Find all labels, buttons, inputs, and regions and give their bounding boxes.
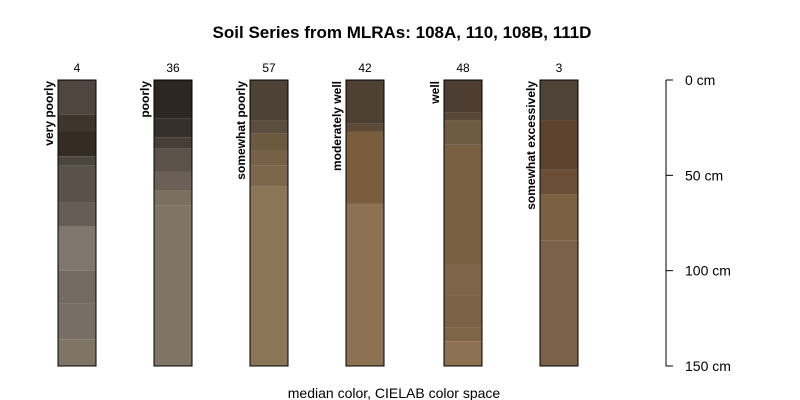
profile-count: 36 [166,61,180,75]
diagram-caption: median color, CIELAB color space [288,385,501,400]
profile-outline [539,79,579,367]
horizon-band [444,341,482,366]
horizon-band [444,80,482,113]
axis-tick-label: 150 cm [685,358,731,374]
soil-profiles: 4 very poorly 36 poorly 57 somewhat poorly 42 m… [42,61,579,367]
horizon-band [154,205,192,366]
soil-profile: 36 poorly [138,61,193,367]
horizon-band [154,148,192,172]
horizon-band [58,80,96,115]
soil-profile: 42 moderately well [330,61,385,367]
axis-tick-label: 0 cm [685,72,715,88]
horizon-band [346,123,384,132]
profile-outline [57,79,97,367]
soil-profile: 4 very poorly [42,61,97,367]
horizon-band [58,131,96,157]
profile-count: 42 [358,61,372,75]
horizon-band [58,165,96,203]
horizon-band [58,114,96,132]
horizon-band [346,80,384,124]
horizon-band [540,80,578,121]
horizon-band [346,131,384,204]
horizon-band [540,120,578,170]
axis-tick-label: 50 cm [685,167,723,183]
horizon-band [58,303,96,340]
horizon-band [154,118,192,138]
soil-profile: 57 somewhat poorly [234,61,289,367]
profile-outline [443,79,483,367]
profile-outline [345,79,385,367]
horizon-band [540,169,578,195]
horizon-band [250,120,288,134]
horizon-band [444,327,482,342]
horizon-band [540,240,578,366]
soil-profile: 48 well [428,61,483,367]
drainage-class-label: poorly [138,81,152,118]
depth-axis: 0 cm 50 cm 100 cm 150 cm [665,72,731,374]
drainage-class-label: very poorly [42,81,56,146]
soil-profile: 3 somewhat excessively [524,61,579,367]
horizon-band [444,120,482,145]
horizon-band [154,171,192,191]
horizon-band [444,112,482,121]
profile-outline [153,79,193,367]
horizon-band [346,203,384,366]
horizon-band [250,186,288,366]
horizon-band [250,133,288,151]
horizon-band [58,156,96,166]
horizon-band [58,270,96,304]
profile-count: 4 [74,61,81,75]
horizon-band [444,144,482,265]
drainage-class-label: well [428,81,442,105]
horizon-band [154,137,192,149]
drainage-class-label: somewhat poorly [234,81,248,180]
profile-count: 3 [556,61,563,75]
profile-count: 57 [262,61,276,75]
drainage-class-label: somewhat excessively [524,81,538,210]
horizon-band [154,80,192,119]
profile-count: 48 [456,61,470,75]
horizon-band [58,226,96,271]
horizon-band [250,150,288,166]
profile-outline [249,79,289,367]
horizon-band [58,339,96,366]
horizon-band [540,194,578,241]
horizon-band [250,165,288,187]
drainage-class-label: moderately well [330,81,344,171]
axis-tick-label: 100 cm [685,263,731,279]
horizon-band [444,264,482,296]
diagram-title: Soil Series from MLRAs: 108A, 110, 108B,… [213,23,592,42]
horizon-band [250,80,288,121]
horizon-band [58,202,96,227]
horizon-band [154,190,192,206]
horizon-band [444,295,482,328]
